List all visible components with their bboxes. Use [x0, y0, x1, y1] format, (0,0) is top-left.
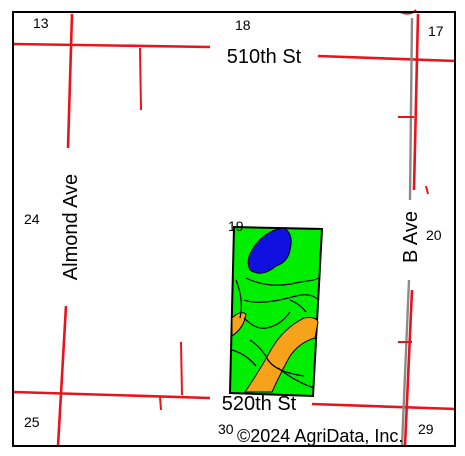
- label-almond-ave: Almond Ave: [60, 174, 82, 280]
- soil-line-2: [245, 275, 321, 286]
- field-parcel[interactable]: [228, 225, 324, 398]
- gray-road-b-ave: [400, 17, 414, 447]
- road-stub-south: [180, 341, 183, 396]
- soil-line-6: [277, 367, 315, 389]
- section-label-13: 13: [33, 15, 49, 31]
- road-mark-b-ave: [425, 185, 429, 195]
- section-label-20: 20: [426, 227, 442, 243]
- section-label-30: 30: [218, 421, 234, 437]
- road-520th-st: [13, 390, 457, 411]
- soil-line-7: [289, 299, 307, 313]
- map-frame: [12, 11, 456, 447]
- soil-line-8: [231, 349, 257, 367]
- section-label-29: 29: [418, 421, 434, 437]
- road-510th-st: [13, 42, 457, 63]
- road-almond-ave: [56, 13, 74, 447]
- soil-orange-west[interactable]: [231, 312, 247, 337]
- road-stub-south-small: [159, 396, 162, 411]
- section-label-17: 17: [428, 23, 444, 39]
- road-stub-north: [139, 47, 142, 111]
- soil-line-4: [243, 311, 291, 329]
- copyright-text: ©2024 AgriData, Inc.: [237, 426, 403, 446]
- soil-line-1: [235, 279, 242, 319]
- section-label-25: 25: [24, 414, 40, 430]
- label-520th-st: 520th St: [222, 393, 297, 415]
- road-b-ave: [403, 13, 420, 447]
- soil-line-5: [249, 339, 305, 377]
- soil-line-3: [243, 294, 320, 303]
- label-b-ave: B Ave: [400, 211, 422, 263]
- water-area[interactable]: [247, 227, 292, 274]
- label-510th-st: 510th St: [227, 46, 302, 68]
- section-label-18: 18: [235, 17, 251, 33]
- section-label-24: 24: [24, 211, 40, 227]
- section-label-19: 19: [228, 218, 244, 234]
- soil-orange-band[interactable]: [244, 317, 319, 393]
